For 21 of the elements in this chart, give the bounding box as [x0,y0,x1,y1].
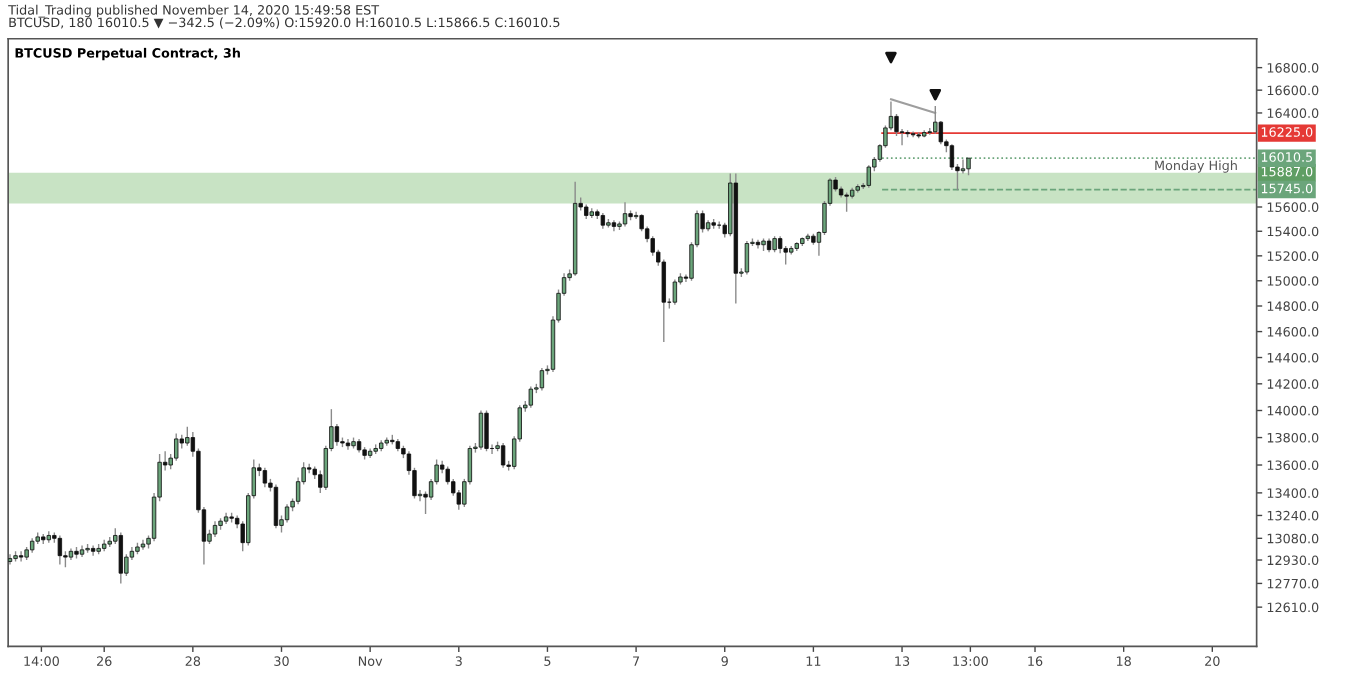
candlestick [18,550,24,563]
candlestick [484,409,489,452]
candlestick [118,531,123,585]
candlestick [500,442,506,469]
candlestick [345,438,351,451]
candlestick [933,105,938,135]
candlestick [844,191,849,213]
candlestick [262,467,268,488]
candlestick [661,258,666,343]
candlestick [744,240,750,276]
candlestick [273,483,279,529]
candlestick [334,423,340,447]
candlestick [539,367,545,392]
candlestick [622,201,628,228]
candlestick [672,278,678,306]
candlestick [478,409,484,451]
candlestick [174,432,179,462]
candlestick [528,385,533,409]
candlestick [57,534,63,566]
candlestick [185,425,190,447]
candlestick [866,164,871,189]
